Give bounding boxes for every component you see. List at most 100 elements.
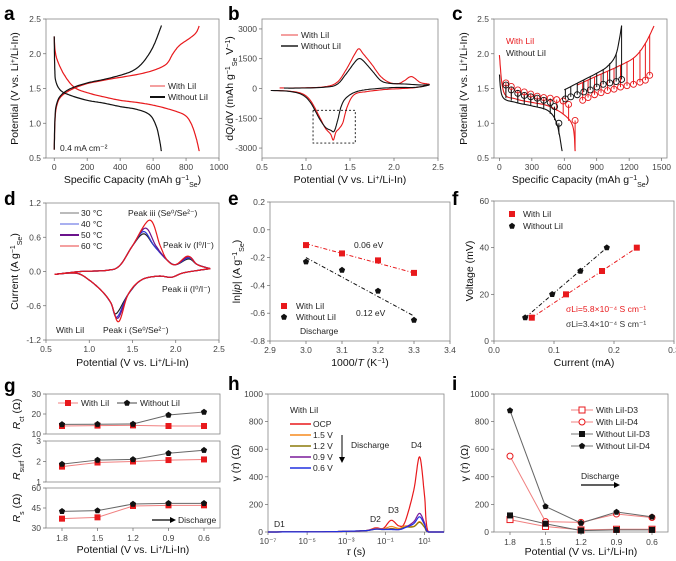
y-tick-label: 60 (32, 483, 42, 493)
annotation-peak-ii: Peak ii (I⁰/I⁻) (162, 284, 211, 294)
annotation-d1: D1 (274, 519, 285, 529)
data-point (94, 420, 101, 427)
y-tick-label: 2.0 (477, 49, 489, 59)
x-tick-label: 3.4 (444, 345, 456, 355)
series-line-without-lii-charge (53, 25, 162, 150)
ocv-marker (502, 81, 510, 89)
ocv-marker (597, 89, 605, 97)
series-ccv-discharge-with-lii (498, 55, 576, 152)
x-axis-label: Potential (V vs. Li+/Li-In) (294, 174, 407, 186)
data-point (507, 512, 513, 519)
y-tick-label: 0.6 (29, 232, 41, 242)
x-tick-label: 600 (557, 162, 571, 172)
legend-marker (509, 211, 515, 217)
y-tick-label: 40 (480, 243, 490, 253)
legend-marker (65, 400, 71, 406)
ocv-marker (555, 119, 563, 127)
legend-label: With LiI-D4 (596, 417, 638, 427)
x-tick-label: 3.3 (408, 345, 420, 355)
annotation-current-density: 0.4 mA cm⁻² (60, 143, 108, 153)
y-tick-label: 400 (249, 472, 263, 482)
legend-label: With LiI-D3 (596, 405, 638, 415)
data-point (58, 508, 66, 514)
legend-marker (579, 431, 585, 437)
y-tick-label: 0.0 (29, 267, 41, 277)
legend-label: Without LiI (523, 221, 563, 231)
ocv-marker (514, 86, 522, 94)
data-point (129, 456, 137, 463)
y-tick-label: 30 (32, 523, 42, 533)
x-tick-label: 1000 (210, 162, 229, 172)
data-point (165, 411, 172, 418)
ocv-marker (617, 83, 624, 91)
annotation-discharge: Discharge (351, 440, 390, 450)
data-point (410, 316, 418, 323)
data-point (165, 500, 172, 506)
data-point (94, 507, 101, 514)
ocv-marker (623, 82, 631, 90)
x-tick-label: 300 (525, 162, 539, 172)
y-tick-label: 20 (480, 289, 490, 299)
chart-c: 0 300 600 900 1200 1500 0.5 1.0 1.5 2.0 2.5 With Li… (452, 4, 671, 189)
annotation-peak-iii: Peak iii (Se⁰/Se²⁻) (128, 208, 197, 218)
data-point (613, 526, 620, 533)
x-axis-label: Potential (V vs. Li+/Li-In) (76, 357, 189, 369)
x-tick-label: 0.2 (608, 345, 620, 355)
x-tick-label: 2.0 (170, 344, 182, 354)
series-line-with-lii-discharge (53, 36, 200, 152)
legend-label: With LiI (506, 36, 534, 46)
y-axis-label: Current (A g−1Se) (9, 233, 24, 310)
y-tick-label: 1.5 (477, 84, 489, 94)
y-tick-label: -0.8 (250, 336, 265, 346)
data-point (165, 457, 172, 464)
data-point (302, 258, 310, 265)
chart-e: 2.9 3.0 3.1 3.2 3.3 3.4 -0.8 -0.6 -0.4 -0.2 0.0 0.2… (228, 189, 456, 369)
x-tick-label: 0.9 (163, 533, 175, 543)
y-tick-label: 600 (249, 444, 263, 454)
panel-label: i (452, 374, 457, 395)
data-point (542, 520, 549, 527)
y-tick-label: 0 (252, 84, 257, 94)
data-point (200, 446, 208, 453)
y-tick-label: 800 (249, 417, 263, 427)
y-axis-label: γ (τ) (Ω) (459, 445, 471, 482)
x-tick-label: 10⁻⁵ (298, 536, 315, 546)
data-point (649, 526, 655, 533)
x-tick-label: 0.3 (668, 345, 676, 355)
data-point (375, 257, 381, 264)
y-tick-label: 1.0 (477, 118, 489, 128)
legend-label: OCP (313, 419, 332, 429)
plot-frame (269, 201, 451, 342)
series-line-06v (268, 516, 444, 533)
x-tick-label: 400 (113, 162, 127, 172)
y-tick-label: 1000 (244, 389, 263, 399)
ocv-marker (586, 86, 594, 94)
ocv-marker (630, 80, 637, 88)
series-line-without-lii (270, 58, 430, 133)
x-tick-label: 800 (179, 162, 193, 172)
x-tick-label: 10¹ (418, 536, 430, 546)
legend-label: Without LiI (296, 312, 336, 322)
data-point (528, 314, 535, 321)
ocv-marker (584, 94, 592, 101)
data-point (506, 452, 514, 460)
data-point (577, 519, 585, 526)
legend-label: 1.2 V (313, 441, 333, 451)
x-tick-label: 0.1 (548, 345, 560, 355)
data-point (58, 460, 66, 467)
chart-i: 0 200 400 600 800 1000 1.8 1.5 1.2 0.9 0.6 With LiI… (452, 374, 669, 558)
y-tick-label: 60 (480, 196, 490, 206)
x-tick-label: 1.5 (344, 162, 356, 172)
y-tick-label: 0.5 (29, 153, 41, 163)
arrow-head-icon (614, 482, 620, 488)
arrow-head-icon (170, 517, 176, 523)
y-axis-label: dQ/dV (mAh g−1Se V−1) (224, 36, 239, 140)
ocv-marker (546, 94, 554, 102)
ocv-marker (604, 87, 611, 95)
y-tick-label: -0.6 (26, 301, 41, 311)
x-tick-label: 3.2 (372, 345, 384, 355)
legend-label: Without LiI (301, 41, 341, 51)
ocv-marker (514, 89, 522, 97)
x-axis-label: Potential (V vs. Li+/Li-In) (525, 546, 638, 558)
